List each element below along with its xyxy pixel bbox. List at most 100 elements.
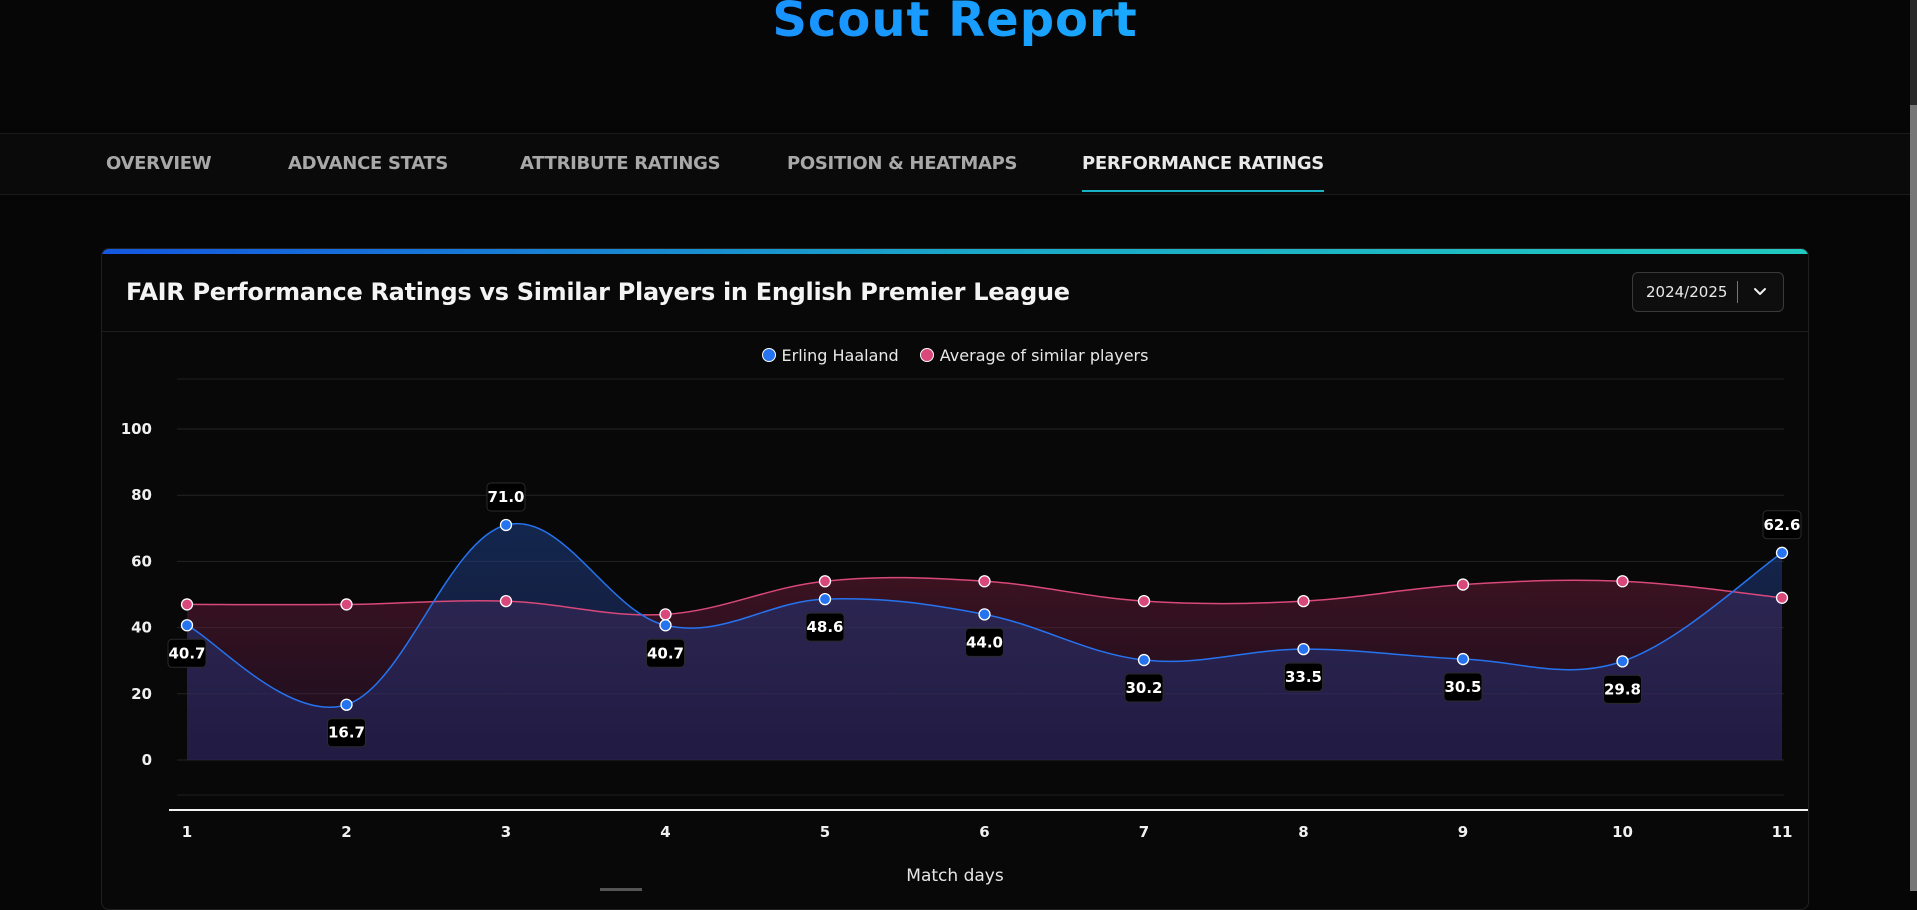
x-tick-label: 4 [660,823,670,841]
scrollbar-track[interactable] [1910,0,1917,891]
card-accent-bar [102,249,1808,254]
chart-legend: Erling Haaland Average of similar player… [102,346,1808,365]
data-point-player [1456,652,1470,666]
data-label-bg [327,718,366,748]
data-label-bg [1762,510,1802,540]
y-tick-label: 0 [142,751,152,769]
data-label-text: 16.7 [328,724,365,742]
data-label-player: 40.7 [646,638,685,668]
x-tick-label: 7 [1139,823,1149,841]
tab-position-heatmaps[interactable]: POSITION & HEATMAPS [787,153,1018,174]
data-point-player [1137,653,1151,667]
data-point-player [499,518,513,532]
data-point-average [1137,594,1151,608]
legend-item-player[interactable]: Erling Haaland [761,346,899,365]
data-label-bg [167,638,207,668]
y-tick-label: 60 [131,552,152,570]
data-label-text: 71.0 [487,488,524,506]
data-label-player: 71.0 [486,482,526,512]
data-label-player: 30.2 [1124,673,1164,703]
data-point-player [1616,655,1629,668]
data-point-average [1616,575,1629,588]
legend-item-average[interactable]: Average of similar players [919,346,1149,365]
data-label-player: 29.8 [1603,674,1642,704]
data-point-average [659,608,672,621]
data-point-player [180,619,194,632]
page-title: Scout Report [0,0,1910,48]
data-point-average [1775,591,1789,604]
data-point-average [499,594,513,608]
tab-bar: OVERVIEW ADVANCE STATS ATTRIBUTE RATINGS… [0,133,1910,195]
data-label-player: 44.0 [965,627,1004,657]
x-tick-label: 10 [1612,823,1633,841]
x-tick-label: 11 [1772,823,1793,841]
data-point-average [1456,578,1470,591]
card-header: FAIR Performance Ratings vs Similar Play… [102,254,1808,332]
y-tick-label: 80 [131,486,152,504]
y-tick-label: 20 [131,685,152,703]
tab-attribute-ratings[interactable]: ATTRIBUTE RATINGS [520,153,721,174]
data-point-player [978,608,991,621]
horizontal-scroll-indicator [600,888,642,891]
data-point-player [818,592,832,606]
data-point-average [340,598,353,611]
data-label-text: 44.0 [966,633,1003,651]
active-tab-indicator [1082,190,1324,192]
season-value: 2024/2025 [1646,283,1728,301]
series-line-player [186,522,1783,708]
data-label-bg [965,627,1004,657]
x-tick-label: 6 [979,823,989,841]
chevron-down-icon [1754,288,1766,295]
x-tick-label: 1 [182,823,192,841]
data-label-bg [646,638,685,668]
data-point-average [818,575,832,588]
data-label-text: 48.6 [806,618,843,636]
legend-label-average: Average of similar players [939,346,1149,365]
tab-overview[interactable]: OVERVIEW [106,153,212,174]
data-label-text: 62.6 [1763,516,1800,534]
data-point-player [1297,642,1310,656]
data-point-average [978,575,991,588]
data-label-text: 30.5 [1444,678,1481,696]
data-point-average [180,598,194,611]
data-label-bg [1124,673,1164,703]
scrollbar-thumb[interactable] [1910,105,1917,891]
data-label-player: 40.7 [167,638,207,668]
data-label-text: 33.5 [1285,668,1322,686]
legend-dot-player [761,348,776,362]
data-point-average [1297,594,1310,608]
legend-dot-average [919,348,934,362]
data-label-player: 30.5 [1443,672,1483,702]
data-label-text: 30.2 [1125,679,1162,697]
data-label-bg [1443,672,1483,702]
data-label-bg [1603,674,1642,704]
y-tick-label: 40 [131,619,152,637]
data-label-player: 48.6 [805,612,845,642]
legend-label-player: Erling Haaland [781,346,899,365]
data-point-player [340,698,353,711]
data-label-bg [486,482,526,512]
data-label-player: 62.6 [1762,510,1802,540]
performance-card: FAIR Performance Ratings vs Similar Play… [101,248,1809,910]
data-label-player: 16.7 [327,718,366,748]
data-point-player [1775,546,1789,559]
x-axis-label: Match days [906,866,1004,886]
data-label-text: 40.7 [647,644,684,662]
x-tick-label: 2 [341,823,351,841]
tab-performance-ratings[interactable]: PERFORMANCE RATINGS [1082,134,1324,194]
data-label-text: 29.8 [1604,680,1641,698]
data-label-bg [1284,662,1323,692]
x-tick-label: 3 [501,823,511,841]
season-select[interactable]: 2024/2025 [1632,272,1784,312]
tab-advance-stats[interactable]: ADVANCE STATS [288,153,449,174]
x-tick-label: 5 [820,823,830,841]
data-label-player: 33.5 [1284,662,1323,692]
y-tick-label: 100 [121,420,152,438]
tab-performance-ratings-label: PERFORMANCE RATINGS [1082,153,1324,174]
data-label-text: 40.7 [168,644,205,662]
data-point-player [659,619,672,632]
x-tick-label: 9 [1458,823,1468,841]
x-tick-label: 8 [1298,823,1308,841]
card-title: FAIR Performance Ratings vs Similar Play… [126,278,1070,306]
chart-canvas: 0 20 40 60 80 100 1 2 3 4 5 6 7 8 9 10 11 40.7 16.7 71.0 40.… [121,378,1808,841]
